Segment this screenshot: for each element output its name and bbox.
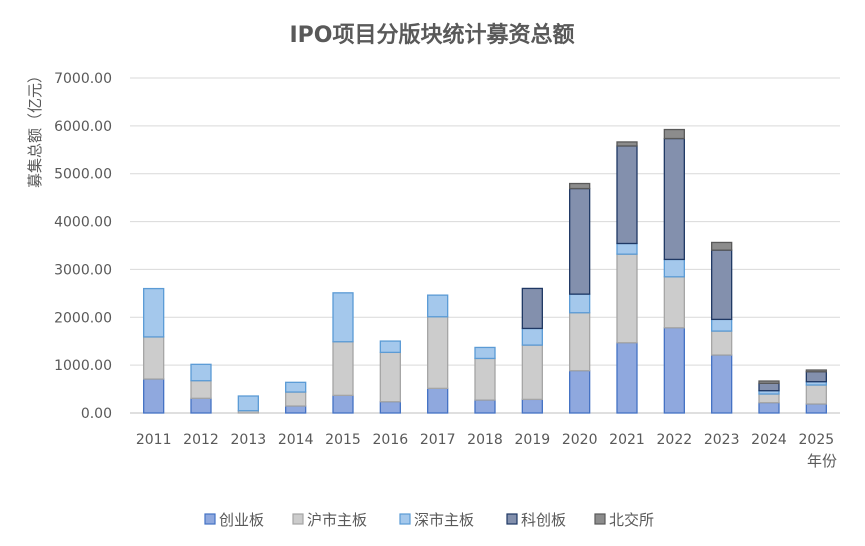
bar-segment-创业板-2015 (332, 394, 354, 414)
bar-segment-深市主板-2017 (427, 294, 449, 318)
bar-segment-创业板-2012 (190, 397, 212, 414)
bar-segment-北交所-2023 (711, 241, 733, 251)
x-tick-label: 2025 (799, 432, 835, 448)
legend-swatch (506, 513, 518, 525)
chart-title: IPO项目分版块统计募资总额 (289, 22, 574, 48)
bar-segment-创业板-2022 (663, 327, 685, 414)
y-tick-label: 4000.00 (54, 215, 112, 231)
legend-swatch (292, 513, 304, 525)
bar-segment-科创板-2019 (521, 287, 543, 330)
bar-segment-深市主板-2013 (237, 395, 259, 412)
bar-segment-北交所-2022 (663, 128, 685, 140)
x-tick-label: 2015 (325, 432, 361, 448)
bar-segment-沪市主板-2017 (427, 316, 449, 390)
y-axis-label: 募集总额（亿元） (26, 68, 44, 188)
y-tick-label: 0.00 (81, 406, 112, 422)
bar-segment-沪市主板-2021 (616, 253, 638, 344)
bar-segment-沪市主板-2025 (805, 384, 827, 405)
legend-swatch (399, 513, 411, 525)
legend-label: 沪市主板 (307, 511, 367, 529)
x-axis-label: 年份 (807, 452, 837, 470)
bar-segment-深市主板-2022 (663, 258, 685, 278)
bar-segment-沪市主板-2019 (521, 344, 543, 401)
x-tick-label: 2022 (657, 432, 693, 448)
y-tick-label: 3000.00 (54, 262, 112, 278)
bar-segment-创业板-2014 (285, 405, 307, 414)
bar-segment-沪市主板-2023 (711, 330, 733, 356)
bar-segment-创业板-2019 (521, 398, 543, 414)
legend-swatch (204, 513, 216, 525)
bar-segment-深市主板-2014 (285, 381, 307, 393)
bar-segment-科创板-2020 (569, 187, 591, 295)
bar-segment-科创板-2025 (805, 371, 827, 383)
y-tick-label: 2000.00 (54, 310, 112, 326)
bar-segment-科创板-2021 (616, 145, 638, 245)
x-tick-label: 2016 (373, 432, 409, 448)
bar-segment-深市主板-2018 (474, 346, 496, 360)
y-tick-label: 6000.00 (54, 119, 112, 135)
x-tick-label: 2012 (183, 432, 219, 448)
bar-segment-创业板-2025 (805, 403, 827, 414)
bar-segment-北交所-2021 (616, 141, 638, 147)
bar-segment-深市主板-2023 (711, 318, 733, 332)
x-tick-label: 2021 (609, 432, 645, 448)
bar-segment-创业板-2016 (379, 401, 401, 414)
x-tick-label: 2018 (467, 432, 503, 448)
x-tick-label: 2013 (231, 432, 267, 448)
bar-segment-沪市主板-2020 (569, 312, 591, 372)
legend-label: 深市主板 (414, 511, 474, 529)
bar-segment-创业板-2017 (427, 387, 449, 414)
x-tick-label: 2020 (562, 432, 598, 448)
bar-segment-沪市主板-2014 (285, 391, 307, 407)
bar-segment-深市主板-2015 (332, 292, 354, 343)
x-tick-label: 2023 (704, 432, 740, 448)
x-tick-label: 2024 (751, 432, 787, 448)
bar-segment-科创板-2024 (758, 382, 780, 392)
y-tick-label: 5000.00 (54, 167, 112, 183)
y-tick-label: 7000.00 (54, 71, 112, 87)
bar-segment-沪市主板-2016 (379, 351, 401, 403)
bar-segment-创业板-2018 (474, 399, 496, 414)
legend-label: 北交所 (609, 511, 654, 529)
legend-label: 创业板 (219, 511, 264, 529)
bar-segment-北交所-2024 (758, 380, 780, 384)
bar-segment-深市主板-2021 (616, 242, 638, 255)
bar-segment-沪市主板-2018 (474, 357, 496, 401)
y-tick-label: 1000.00 (54, 358, 112, 374)
bar-segment-深市主板-2016 (379, 340, 401, 354)
bar-segment-深市主板-2020 (569, 293, 591, 314)
bar-segment-沪市主板-2015 (332, 341, 354, 396)
bar-segment-北交所-2020 (569, 182, 591, 190)
legend-swatch (594, 513, 606, 525)
bar-segment-创业板-2020 (569, 370, 591, 414)
bar-segment-北交所-2025 (805, 369, 827, 373)
bar-segment-沪市主板-2022 (663, 276, 685, 329)
bar-segment-科创板-2022 (663, 137, 685, 261)
x-tick-label: 2014 (278, 432, 314, 448)
bar-segment-科创板-2023 (711, 249, 733, 321)
x-tick-label: 2011 (136, 432, 172, 448)
bar-segment-沪市主板-2024 (758, 393, 780, 404)
bar-segment-沪市主板-2011 (143, 336, 165, 380)
bar-segment-创业板-2024 (758, 402, 780, 414)
bar-segment-创业板-2021 (616, 342, 638, 414)
bar-segment-深市主板-2012 (190, 363, 212, 382)
x-tick-label: 2019 (515, 432, 551, 448)
bar-segment-创业板-2011 (143, 378, 165, 414)
x-tick-label: 2017 (420, 432, 456, 448)
bar-segment-深市主板-2011 (143, 287, 165, 338)
legend-label: 科创板 (521, 511, 566, 529)
bar-segment-沪市主板-2012 (190, 380, 212, 399)
bar-segment-创业板-2023 (711, 354, 733, 414)
bar-segment-深市主板-2019 (521, 327, 543, 346)
